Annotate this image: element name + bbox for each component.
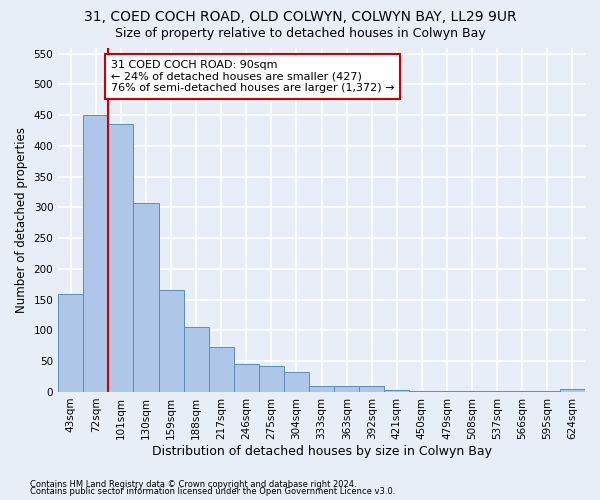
Bar <box>184 327 209 392</box>
Text: 31, COED COCH ROAD, OLD COLWYN, COLWYN BAY, LL29 9UR: 31, COED COCH ROAD, OLD COLWYN, COLWYN B… <box>83 10 517 24</box>
Bar <box>234 364 259 392</box>
Bar <box>133 203 158 392</box>
Bar <box>58 294 83 392</box>
Text: 31 COED COCH ROAD: 90sqm
← 24% of detached houses are smaller (427)
76% of semi-: 31 COED COCH ROAD: 90sqm ← 24% of detach… <box>111 60 394 93</box>
Y-axis label: Number of detached properties: Number of detached properties <box>15 126 28 312</box>
Bar <box>359 386 385 392</box>
Bar <box>334 386 359 392</box>
Bar <box>158 290 184 392</box>
Text: Contains public sector information licensed under the Open Government Licence v3: Contains public sector information licen… <box>30 488 395 496</box>
Bar <box>385 390 409 392</box>
Text: Size of property relative to detached houses in Colwyn Bay: Size of property relative to detached ho… <box>115 28 485 40</box>
Text: Contains HM Land Registry data © Crown copyright and database right 2024.: Contains HM Land Registry data © Crown c… <box>30 480 356 489</box>
Bar <box>259 366 284 392</box>
X-axis label: Distribution of detached houses by size in Colwyn Bay: Distribution of detached houses by size … <box>152 444 491 458</box>
Bar <box>309 386 334 392</box>
Bar <box>284 372 309 392</box>
Bar <box>109 124 133 392</box>
Bar <box>209 347 234 392</box>
Bar <box>83 115 109 392</box>
Bar <box>560 389 585 392</box>
